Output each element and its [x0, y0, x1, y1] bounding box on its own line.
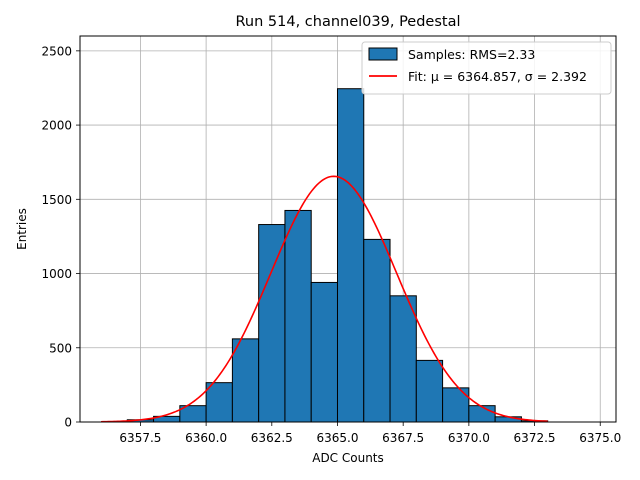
histogram-bar — [258, 224, 286, 423]
x-tick-label: 6372.5 — [514, 431, 556, 445]
histogram-bar — [336, 88, 365, 423]
x-axis-ticks: 6357.5 6360.0 6362.5 6365.0 6367.5 6370.0 6372… — [119, 422, 621, 445]
x-tick-label: 6367.5 — [382, 431, 424, 445]
x-tick-label: 6357.5 — [119, 431, 161, 445]
legend-label-samples: Samples: RMS=2.33 — [408, 47, 535, 62]
y-tick-label: 2000 — [41, 119, 72, 133]
y-axis-ticks: 0 500 1000 1500 2000 2500 — [41, 44, 80, 430]
histogram-bar — [310, 281, 338, 423]
histogram-bar — [415, 359, 444, 423]
chart-title: Run 514, channel039, Pedestal — [235, 14, 460, 30]
y-tick-label: 500 — [49, 341, 72, 355]
legend-swatch-samples — [368, 47, 398, 61]
legend: Samples: RMS=2.33 Fit: μ = 6364.857, σ =… — [361, 41, 612, 95]
y-tick-label: 0 — [64, 416, 72, 430]
y-tick-label: 1000 — [41, 267, 72, 281]
x-tick-label: 6362.5 — [251, 431, 293, 445]
histogram-bar — [284, 209, 312, 423]
legend-box — [361, 41, 612, 95]
y-tick-label: 2500 — [41, 44, 72, 58]
histogram-bar — [205, 382, 233, 423]
x-tick-label: 6370.0 — [448, 431, 490, 445]
y-axis-label: Entries — [15, 208, 29, 250]
histogram-bar — [389, 295, 417, 423]
fit-curve — [101, 175, 548, 423]
y-tick-label: 1500 — [41, 193, 72, 207]
plot-frame — [79, 35, 617, 423]
legend-label-fit: Fit: μ = 6364.857, σ = 2.392 — [408, 69, 587, 84]
histogram-bar — [442, 387, 470, 423]
x-tick-label: 6365.0 — [316, 431, 358, 445]
histogram-bar — [363, 238, 391, 423]
x-axis-label: ADC Counts — [312, 451, 384, 465]
x-tick-label: 6360.0 — [185, 431, 227, 445]
histogram-bars — [126, 88, 549, 423]
x-tick-label: 6375.0 — [579, 431, 621, 445]
histogram-bar — [231, 338, 260, 423]
histogram-bar — [468, 405, 496, 423]
